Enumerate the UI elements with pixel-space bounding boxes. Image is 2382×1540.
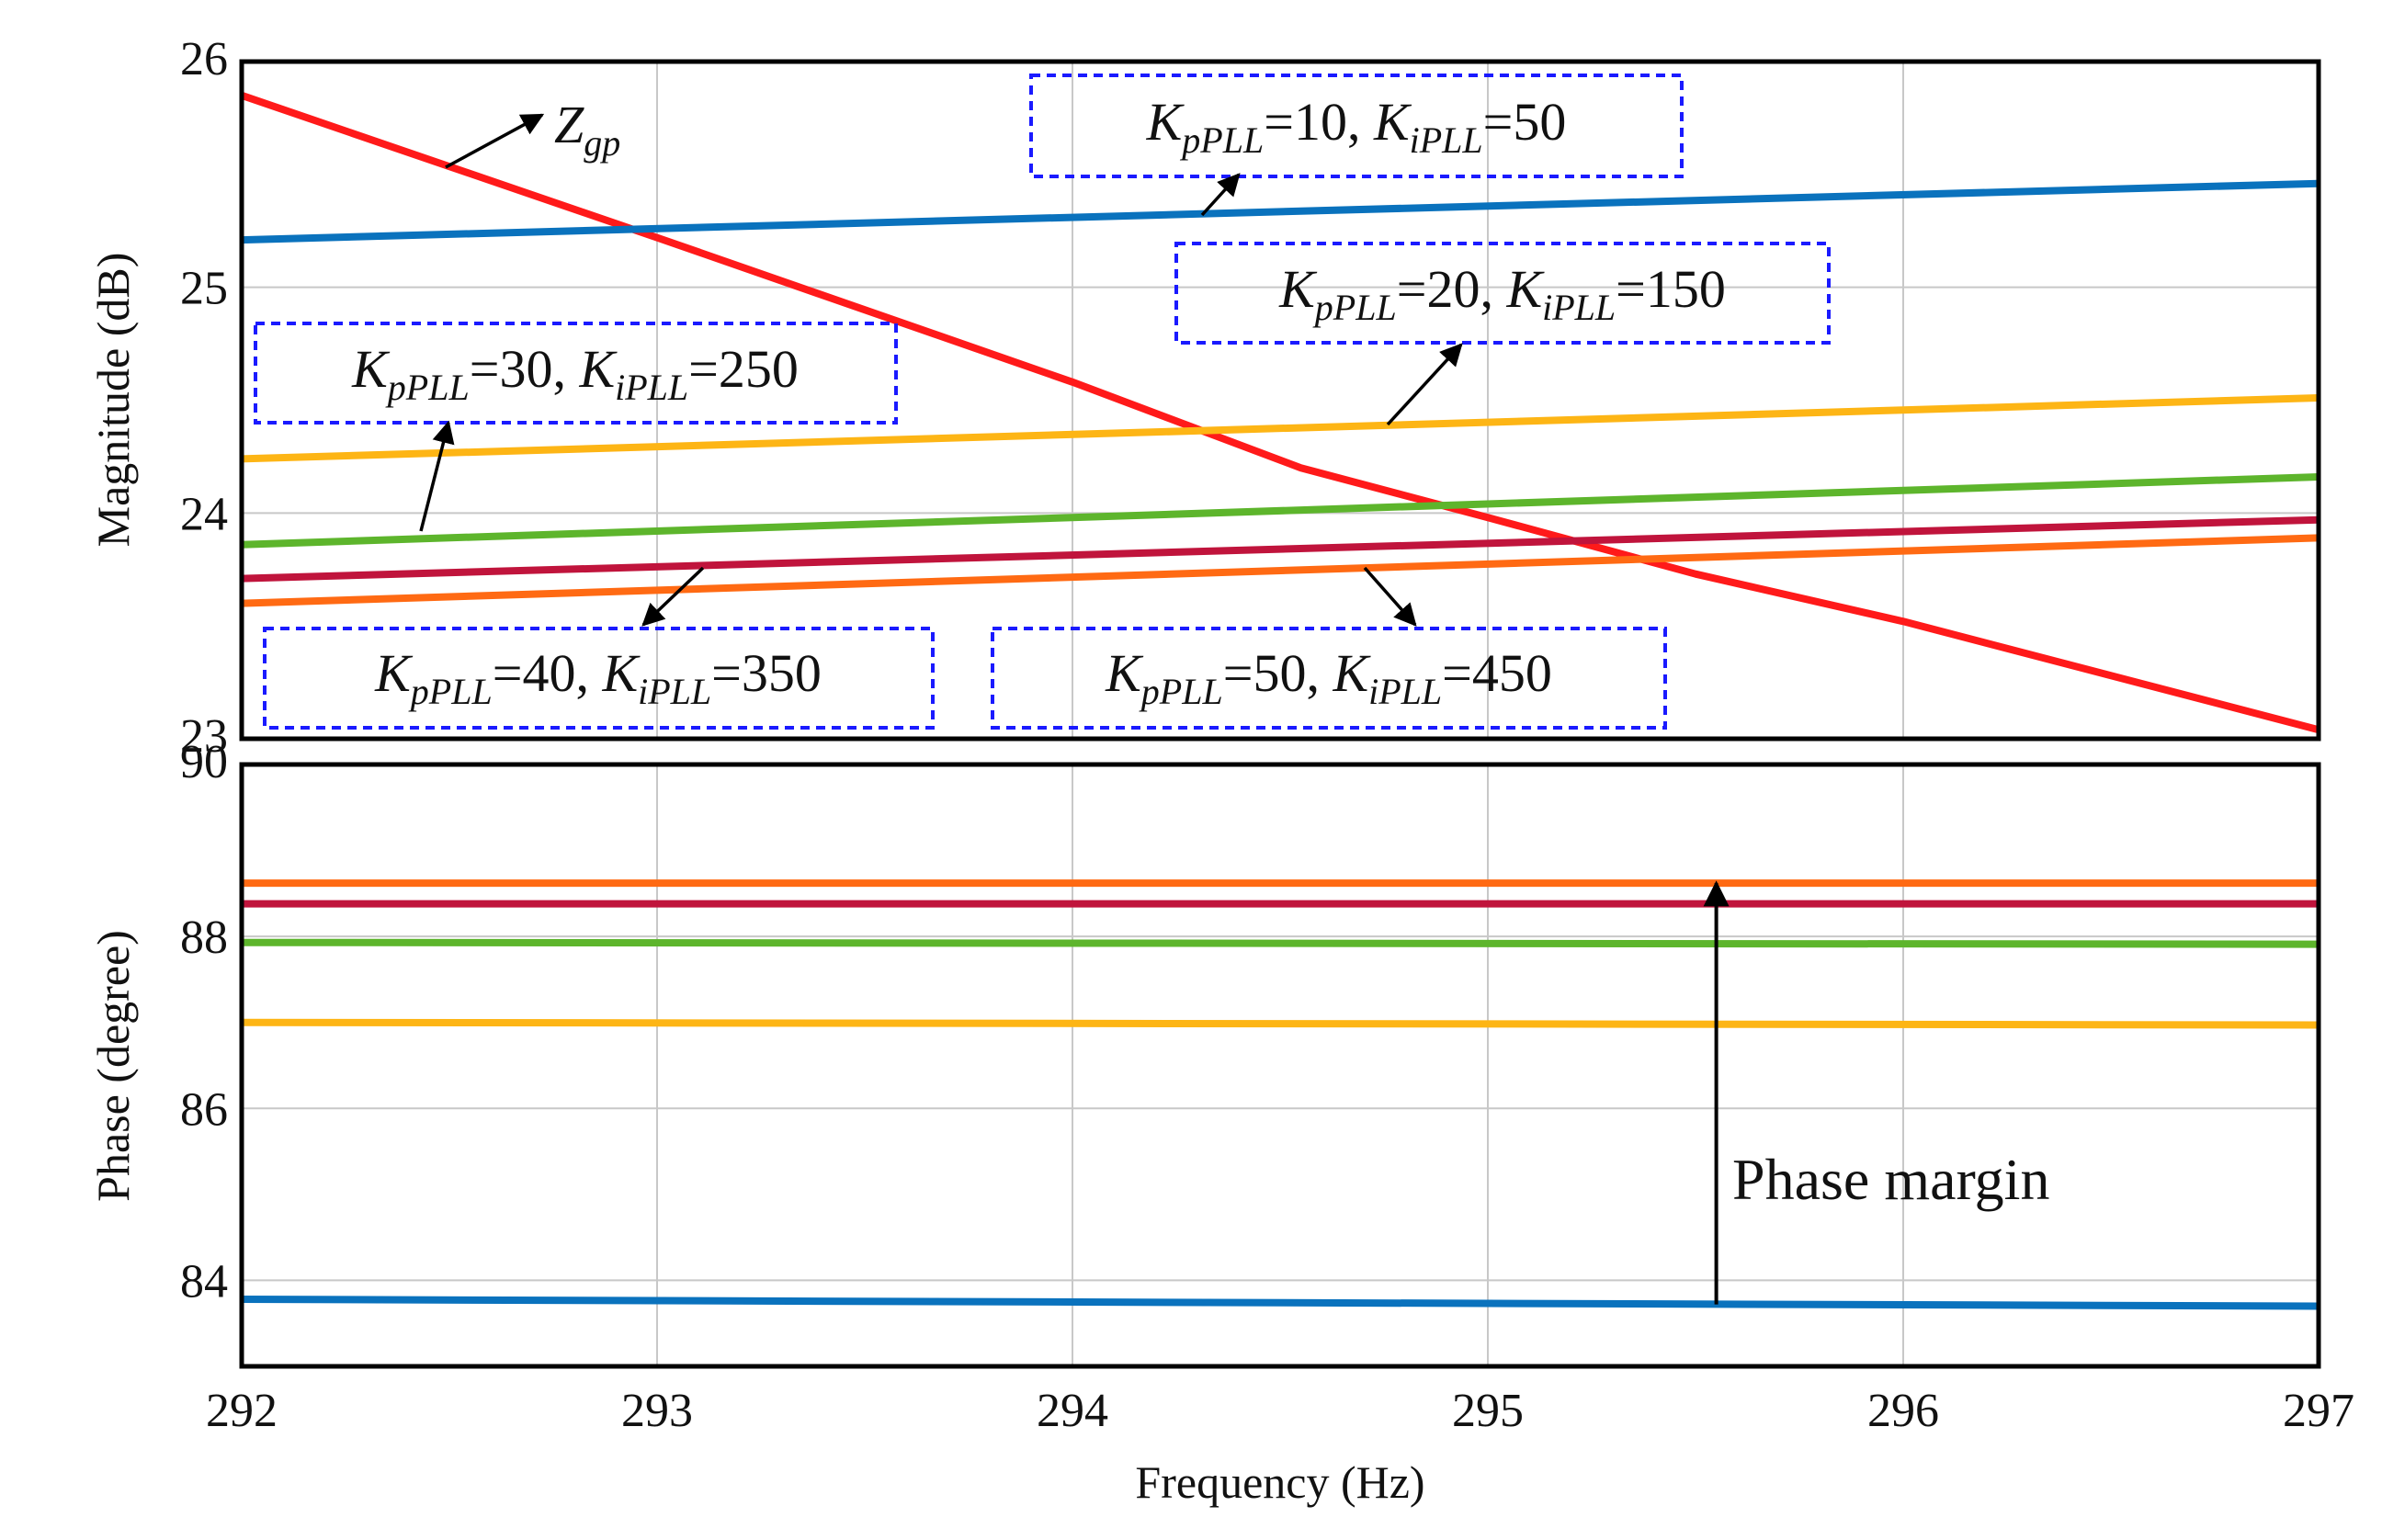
- arrow-k40: [641, 566, 705, 627]
- x-tick-labels: 292 293 294 295 296 297: [206, 1385, 2354, 1437]
- x-tick-label: 294: [1037, 1385, 1108, 1437]
- magnitude-y-tick-label: 24: [180, 488, 228, 540]
- phase-y-tick-label: 88: [180, 912, 228, 964]
- magnitude-y-tick-label: 26: [180, 33, 228, 85]
- magnitude-series-line: [241, 534, 2320, 607]
- annotation-box-k20: [1174, 242, 1831, 345]
- annotation-box-k40: [263, 627, 935, 730]
- x-axis-title: Frequency (Hz): [1135, 1456, 1424, 1508]
- annotation-box-k30: [254, 322, 898, 425]
- annotation-label-k30: KpPLL=30, KiPLL=250: [351, 339, 799, 408]
- annotation-label-k40: KpPLL=40, KiPLL=350: [374, 643, 822, 712]
- phase-y-axis-title: Phase (degree): [87, 930, 139, 1202]
- magnitude-panel: 23 24 25 26 Magnitude (dB): [87, 33, 2321, 763]
- annotation-box-k50: [991, 627, 1667, 730]
- phase-series-line: [241, 938, 2320, 948]
- phase-y-tick-label: 90: [180, 736, 228, 788]
- arrow-k20: [1386, 343, 1463, 426]
- arrow-k30: [419, 420, 455, 532]
- x-tick-label: 296: [1867, 1385, 1939, 1437]
- phase-panel: 84 86 88 90 Phase (degree): [87, 736, 2321, 1369]
- phase-series-line: [241, 1296, 2320, 1310]
- annotation-box-k10: [1029, 74, 1684, 178]
- phase-series-line: [241, 1018, 2320, 1029]
- x-tick-label: 292: [206, 1385, 278, 1437]
- magnitude-y-tick-label: 25: [180, 263, 228, 315]
- phase-axes-frame: [239, 762, 2321, 1369]
- phase-series: [241, 879, 2320, 1310]
- magnitude-series-line: [241, 179, 2320, 244]
- zgp-label: Zgp: [554, 95, 620, 164]
- arrow-k50: [1363, 566, 1417, 627]
- magnitude-y-axis-title: Magnitude (dB): [87, 253, 139, 548]
- magnitude-series: [240, 92, 2320, 734]
- phase-annotations: Phase margin: [1703, 880, 2049, 1305]
- arrow-k10: [1200, 173, 1241, 217]
- magnitude-y-tick-label: 23: [180, 710, 228, 763]
- magnitude-y-tick-labels: 23 24 25 26: [180, 33, 228, 763]
- phase-y-tick-label: 84: [180, 1255, 228, 1308]
- magnitude-series-line: [240, 92, 2320, 734]
- magnitude-axes-frame: [239, 59, 2321, 742]
- magnitude-series-line: [241, 515, 2320, 583]
- annotation-label-k10: KpPLL=10, KiPLL=50: [1146, 92, 1567, 161]
- phase-margin-label: Phase margin: [1732, 1147, 2049, 1212]
- annotation-label-k50: KpPLL=50, KiPLL=450: [1105, 643, 1552, 712]
- x-tick-label: 293: [621, 1385, 693, 1437]
- zgp-arrow: [445, 113, 545, 169]
- magnitude-series-line: [241, 394, 2320, 463]
- annotation-label-k20: KpPLL=20, KiPLL=150: [1278, 259, 1726, 328]
- phase-y-tick-labels: 84 86 88 90: [180, 736, 228, 1308]
- magnitude-series-line: [241, 473, 2320, 549]
- x-tick-label: 297: [2283, 1385, 2354, 1437]
- x-tick-label: 295: [1452, 1385, 1524, 1437]
- magnitude-annotations: Zgp KpPLL=10, KiPLL=50 KpPLL=20, KiPLL=1…: [254, 74, 1831, 730]
- phase-y-tick-label: 86: [180, 1083, 228, 1136]
